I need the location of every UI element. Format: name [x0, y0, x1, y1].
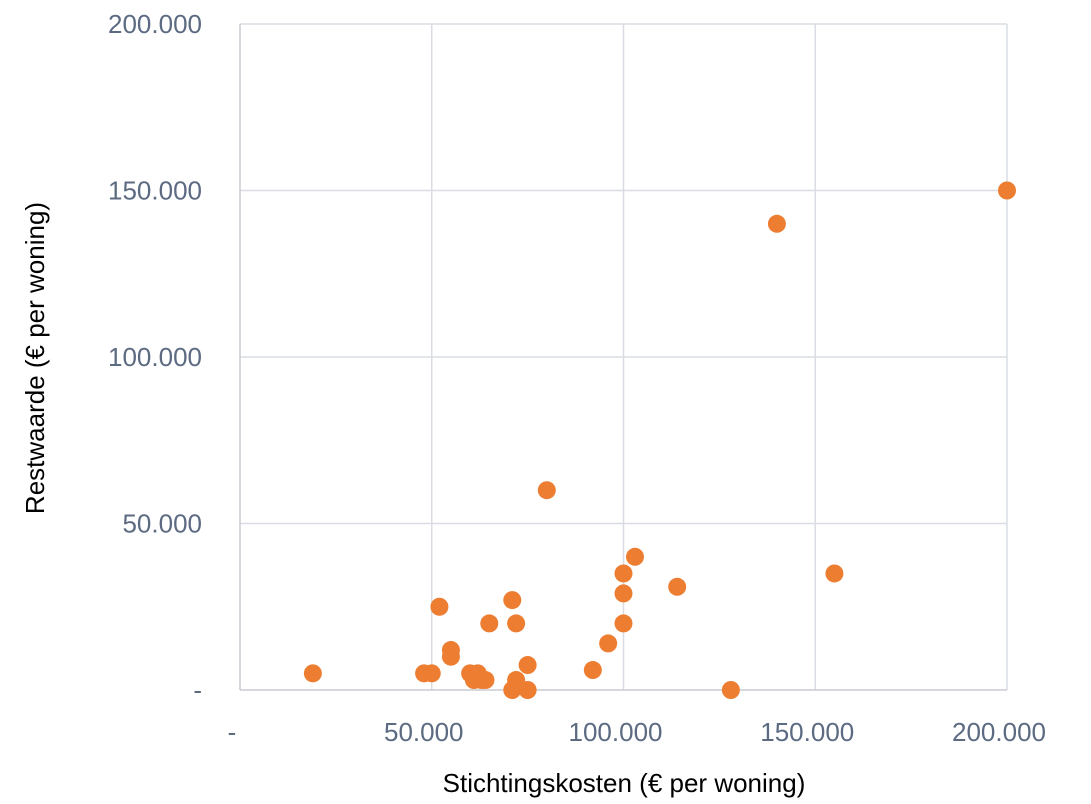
data-points	[303, 181, 1016, 699]
data-point	[518, 656, 537, 675]
data-point	[503, 591, 522, 610]
data-point	[507, 614, 526, 633]
y-tick-label: 100.000	[108, 342, 202, 372]
data-point	[767, 214, 786, 233]
data-point	[480, 614, 499, 633]
data-point	[441, 647, 460, 666]
x-axis-title: Stichtingskosten (€ per woning)	[443, 768, 806, 798]
y-axis-title: Restwaarde (€ per woning)	[20, 202, 50, 514]
data-point	[825, 564, 844, 583]
data-point	[614, 614, 633, 633]
x-tick-label: -	[228, 717, 237, 747]
data-point	[998, 181, 1016, 200]
data-point	[599, 634, 618, 653]
data-point	[583, 661, 602, 680]
data-point	[303, 664, 322, 683]
grid-lines	[240, 23, 1008, 690]
data-point	[614, 564, 633, 583]
data-point	[626, 547, 645, 566]
data-point	[668, 577, 687, 596]
data-point	[614, 584, 633, 603]
data-point	[476, 671, 495, 690]
data-point	[430, 597, 449, 616]
x-tick-label: 100.000	[569, 717, 663, 747]
x-tick-label: 150.000	[760, 717, 854, 747]
y-tick-label: 50.000	[122, 509, 202, 539]
axes	[239, 24, 1007, 691]
x-tick-labels: - 50.000 100.000 150.000 200.000	[228, 717, 1046, 747]
x-tick-label: 200.000	[952, 717, 1046, 747]
data-point	[518, 681, 537, 699]
y-tick-label: 200.000	[108, 9, 202, 39]
x-tick-label: 50.000	[384, 717, 464, 747]
data-point	[721, 681, 740, 699]
y-tick-label: 150.000	[108, 176, 202, 206]
y-tick-labels: - 50.000 100.000 150.000 200.000	[108, 9, 202, 705]
data-point	[422, 664, 441, 683]
y-tick-label: -	[193, 675, 202, 705]
data-point	[537, 481, 556, 500]
